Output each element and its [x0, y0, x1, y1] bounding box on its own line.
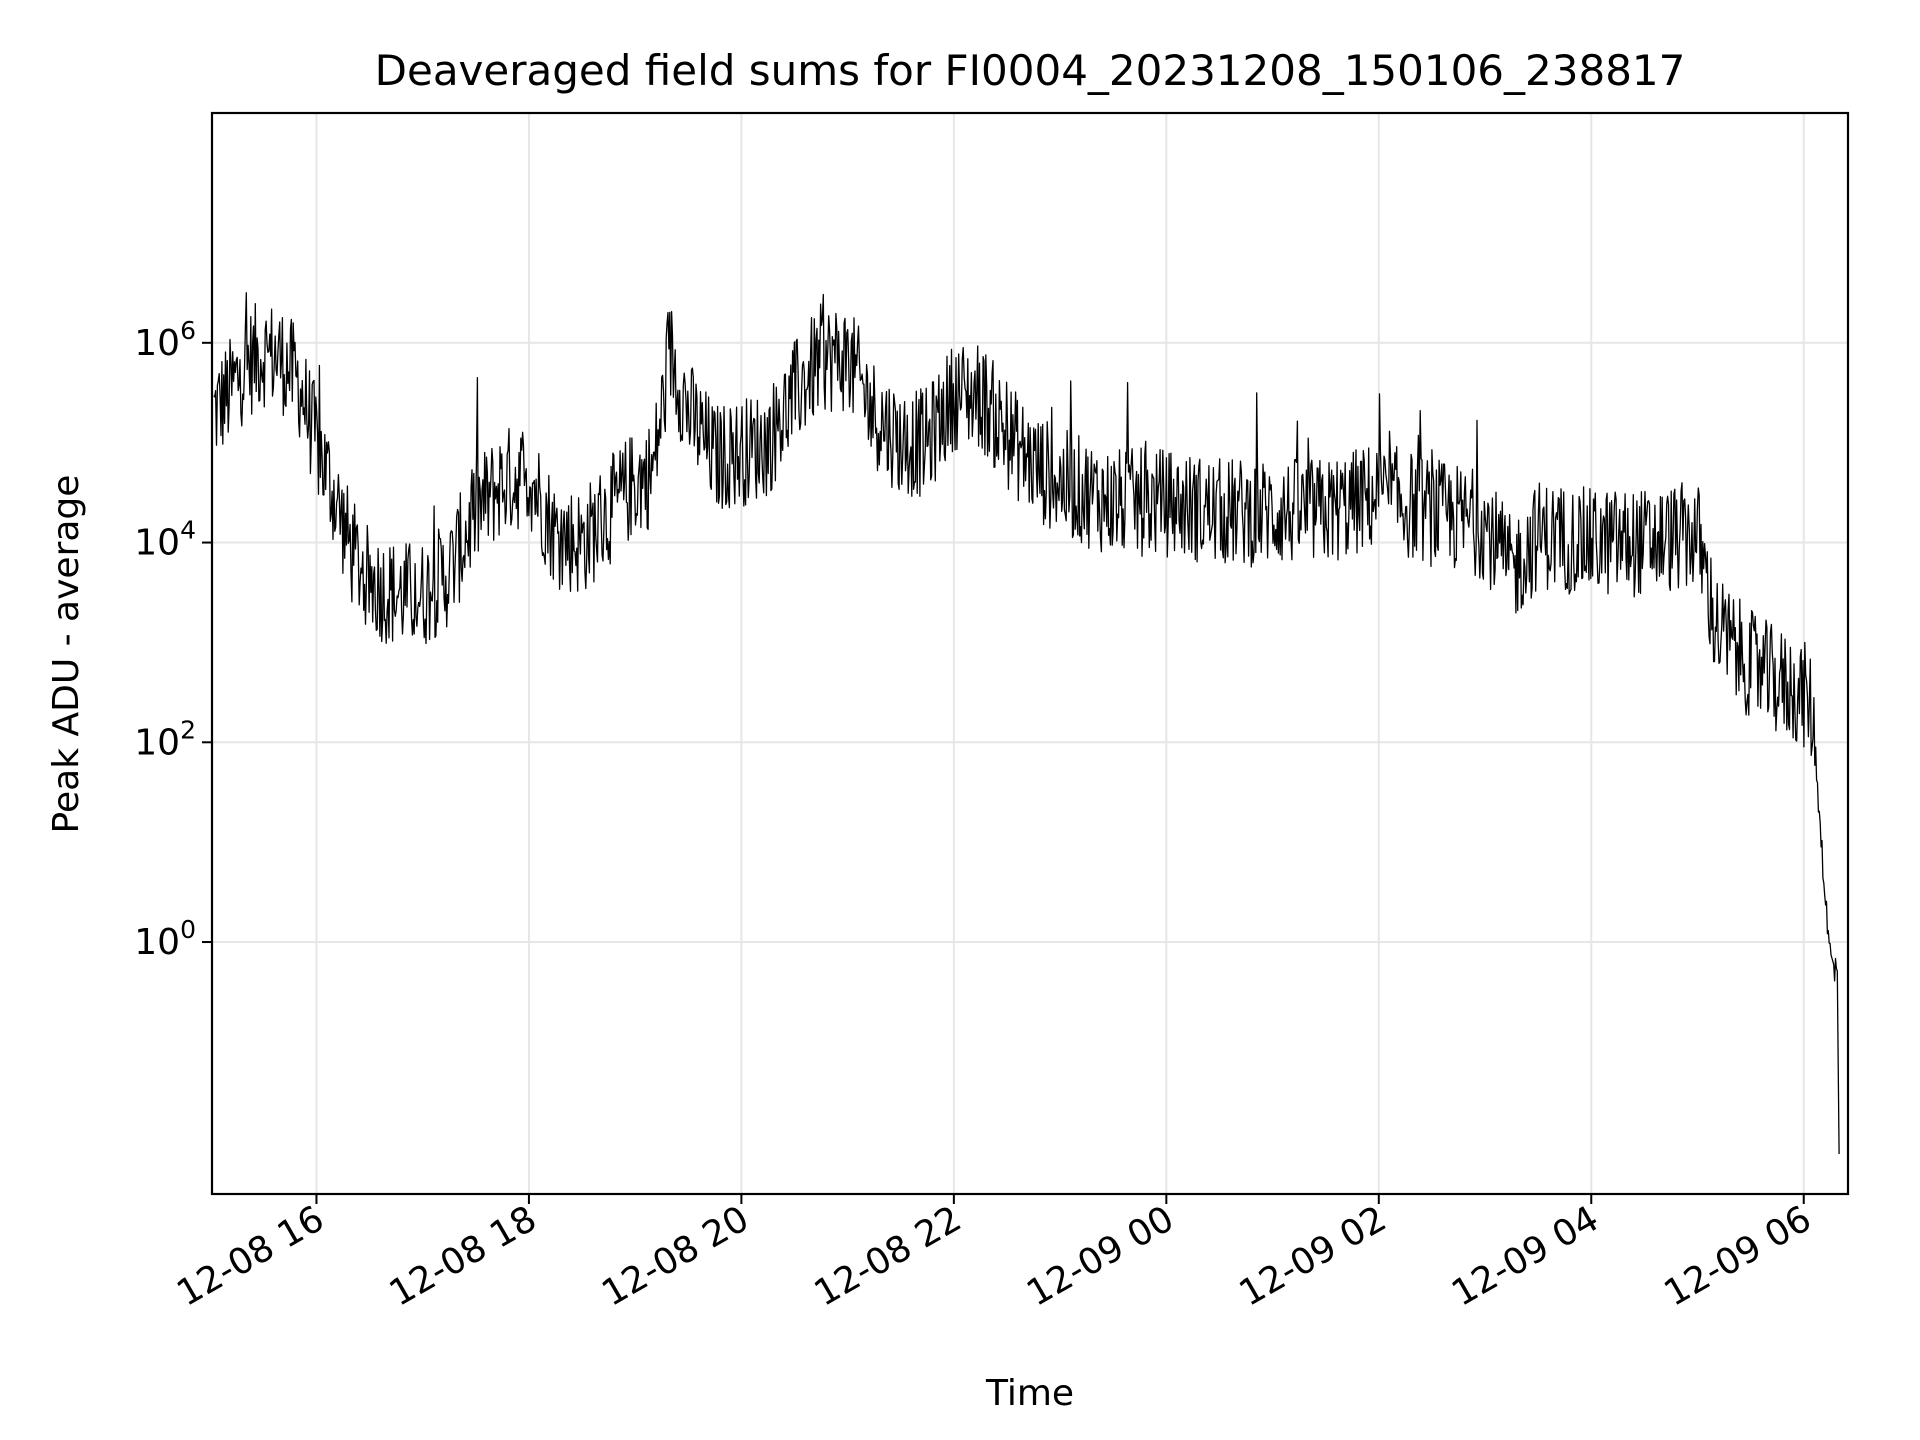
x-tick-label: 12-08 20: [595, 1198, 756, 1314]
y-tick-label: 100: [134, 915, 196, 963]
x-tick-label: 12-09 04: [1445, 1198, 1606, 1314]
y-tick-label: 104: [134, 516, 196, 564]
x-tick-label: 12-08 22: [808, 1198, 969, 1314]
x-tick-label: 12-08 18: [383, 1198, 544, 1314]
x-axis-label: Time: [985, 1373, 1074, 1414]
y-axis-ticks: 100 102 104 106: [134, 316, 212, 963]
x-axis-ticks: 12-08 16 12-08 18 12-08 20 12-08 22 12-09 00…: [170, 1194, 1818, 1315]
y-axis-label: Peak ADU - average: [46, 475, 87, 834]
x-tick-label: 12-09 02: [1233, 1198, 1394, 1314]
chart-title: Deaveraged field sums for FI0004_2023120…: [375, 46, 1686, 95]
plot-area: [213, 292, 1840, 1155]
x-tick-label: 12-09 06: [1658, 1198, 1819, 1314]
series-line: [213, 292, 1840, 1155]
y-tick-label: 106: [134, 316, 196, 364]
grid: [212, 113, 1848, 1194]
x-tick-label: 12-08 16: [170, 1198, 331, 1314]
y-tick-label: 102: [134, 715, 196, 763]
x-tick-label: 12-09 00: [1020, 1198, 1181, 1314]
plot-frame: [210, 111, 1850, 1196]
